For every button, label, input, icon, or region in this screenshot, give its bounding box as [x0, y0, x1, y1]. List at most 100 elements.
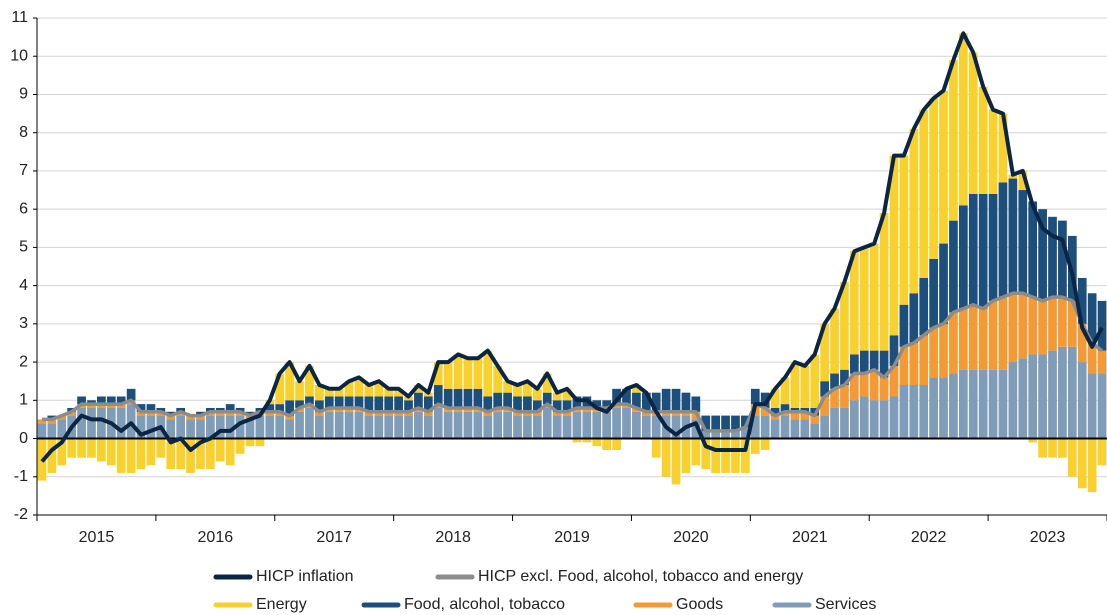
bar [443, 411, 453, 439]
bar [750, 438, 760, 454]
bar [671, 388, 681, 412]
bar [483, 415, 493, 439]
bar [572, 438, 582, 443]
bar [562, 411, 572, 416]
bar [641, 415, 651, 439]
bar [166, 419, 176, 439]
bar [176, 438, 186, 470]
bar [344, 411, 354, 439]
y-tick-label: 8 [19, 124, 28, 141]
x-tick-label: 2022 [911, 529, 947, 546]
bar [949, 220, 958, 313]
bar [741, 427, 750, 439]
bar [156, 407, 166, 412]
bar [1087, 373, 1097, 439]
bar [324, 388, 334, 397]
bar [1048, 297, 1057, 351]
bar [344, 407, 354, 412]
bar [344, 396, 354, 408]
bar [146, 411, 156, 416]
bar [562, 400, 572, 412]
bar [354, 377, 364, 397]
bar [879, 350, 889, 378]
bar [315, 415, 324, 439]
bar [483, 411, 493, 416]
bar [1087, 293, 1097, 343]
bar [661, 438, 671, 477]
bar [315, 411, 324, 416]
bar [651, 392, 661, 412]
bar [423, 411, 433, 416]
bar [156, 411, 166, 416]
bar [641, 411, 651, 416]
bar [582, 407, 592, 412]
bar [215, 407, 225, 412]
bar [97, 396, 106, 405]
bar [701, 438, 711, 470]
y-tick-label: 7 [19, 162, 28, 179]
bar [414, 411, 423, 439]
bar [1008, 293, 1018, 363]
bar [760, 438, 770, 451]
bar [404, 415, 413, 439]
bar [126, 388, 136, 401]
legend-label: Energy [256, 596, 307, 613]
bar [433, 407, 443, 439]
bar [939, 377, 948, 439]
bar [255, 407, 265, 412]
bar [503, 381, 512, 393]
bar [414, 385, 423, 393]
bar [334, 411, 344, 439]
bar [166, 411, 176, 416]
bar [1008, 362, 1018, 439]
bar [1018, 190, 1028, 294]
bar [196, 411, 205, 416]
bar [552, 411, 562, 416]
bar [572, 411, 582, 439]
bar [721, 415, 730, 431]
bar [186, 415, 195, 420]
bar [374, 396, 384, 412]
legend-label: Services [815, 596, 876, 613]
bar [57, 415, 67, 420]
bar [334, 388, 344, 397]
bar [1038, 209, 1047, 301]
bars [37, 33, 1107, 493]
bar [889, 365, 899, 397]
bar [235, 411, 245, 416]
bar [354, 396, 364, 408]
bar [1038, 438, 1047, 458]
bar [909, 342, 919, 386]
bar [275, 404, 285, 412]
bar [949, 373, 958, 439]
bar [166, 415, 176, 420]
bar [790, 419, 800, 439]
bar [602, 438, 612, 451]
bar [542, 392, 552, 405]
bar [305, 365, 314, 397]
bar [968, 304, 978, 370]
bar [899, 155, 909, 305]
bar [701, 415, 711, 431]
bar [215, 411, 225, 416]
bar [1048, 216, 1057, 298]
bar [978, 86, 988, 194]
bar [87, 407, 96, 439]
bar [235, 407, 245, 412]
legend-label: Food, alcohol, tobacco [404, 596, 565, 613]
bar [889, 335, 899, 366]
bar [1038, 354, 1047, 439]
bar [473, 358, 483, 389]
bar [245, 419, 255, 439]
bar [334, 407, 344, 412]
bar [443, 362, 453, 389]
bar [1077, 362, 1087, 439]
bar [622, 407, 631, 439]
bar [770, 415, 780, 420]
bar [463, 358, 473, 389]
bar [443, 388, 453, 408]
bar [909, 128, 919, 294]
bar [463, 407, 473, 412]
bar [275, 411, 285, 416]
bar [542, 407, 552, 439]
